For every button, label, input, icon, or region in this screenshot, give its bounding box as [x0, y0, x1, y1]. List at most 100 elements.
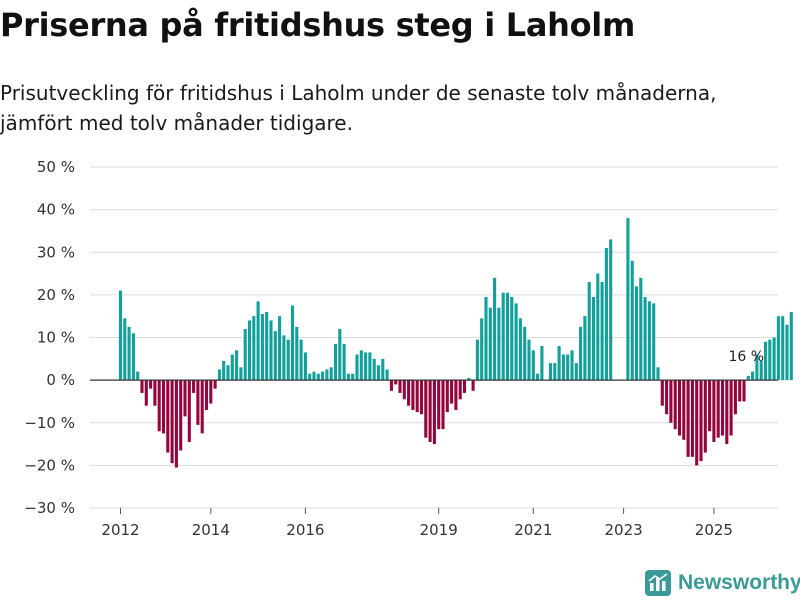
bar: [514, 303, 518, 381]
chart-title: Priserna på fritidshus steg i Laholm: [0, 6, 635, 44]
bar: [419, 380, 424, 415]
bar: [411, 380, 415, 410]
bar: [312, 371, 316, 381]
bar: [372, 358, 376, 381]
bar: [536, 373, 540, 381]
bar: [596, 273, 600, 381]
bar: [118, 290, 123, 381]
bar: [187, 380, 191, 442]
bar: [226, 365, 230, 381]
bar: [604, 247, 608, 381]
y-tick-label: −20 %: [24, 456, 75, 474]
bar: [454, 380, 458, 410]
y-tick-label: 50 %: [37, 158, 75, 176]
bar: [127, 326, 131, 381]
bar: [751, 371, 755, 381]
bar: [497, 307, 501, 381]
bar: [437, 380, 441, 430]
x-tick-label: 2023: [605, 521, 643, 539]
bar: [136, 371, 140, 381]
bar: [217, 369, 221, 381]
bar: [299, 339, 303, 381]
bar: [204, 380, 209, 410]
bar: [364, 352, 368, 381]
bar: [359, 350, 363, 381]
bar: [368, 352, 372, 381]
bar: [484, 297, 488, 381]
bar: [376, 365, 381, 381]
bar: [518, 318, 522, 381]
bar: [738, 380, 742, 402]
gridlines: [90, 166, 778, 509]
y-axis-labels: 50 % 40 % 30 % 20 % 10 % 0 % −10 % −20 % −30 %: [24, 158, 75, 517]
bar: [286, 339, 290, 381]
bar: [746, 375, 750, 381]
bar: [729, 380, 733, 436]
bar: [639, 277, 643, 381]
bar: [695, 380, 699, 466]
bar: [493, 277, 497, 381]
bar: [510, 297, 514, 381]
bar: [501, 292, 505, 381]
bar: [458, 380, 462, 400]
bar: [527, 339, 531, 381]
bar: [222, 360, 226, 381]
bar: [531, 350, 535, 381]
y-tick-label: 20 %: [37, 286, 75, 304]
bar: [686, 380, 690, 457]
bar: [725, 380, 729, 445]
bar: [316, 373, 320, 381]
bar: [609, 239, 613, 381]
bar: [351, 373, 355, 381]
bar: [561, 354, 565, 381]
bar: [682, 380, 686, 440]
bar: [699, 380, 703, 462]
bar: [467, 377, 471, 381]
bar: [579, 326, 583, 381]
bar: [428, 380, 432, 442]
bar: [157, 380, 161, 432]
bar: [690, 380, 694, 457]
bar: [174, 380, 178, 468]
bar: [415, 380, 419, 413]
bar: [213, 380, 217, 389]
last-value-label: 16 %: [729, 349, 765, 365]
bar: [673, 380, 677, 430]
y-tick-label: 0 %: [46, 371, 75, 389]
x-tick-label: 2019: [420, 521, 458, 539]
bar: [733, 380, 737, 415]
bar: [643, 297, 647, 381]
y-tick-label: −30 %: [24, 499, 75, 517]
bar: [273, 331, 277, 381]
bar: [256, 301, 260, 381]
bar: [161, 380, 166, 434]
y-tick-label: 30 %: [37, 243, 75, 261]
x-tick-label: 2012: [101, 521, 139, 539]
bar: [282, 335, 286, 381]
bar: [338, 328, 342, 381]
bar: [480, 318, 484, 381]
bar: [462, 380, 467, 393]
bar: [677, 380, 682, 436]
bar: [776, 316, 780, 381]
bar: [192, 380, 196, 393]
bar: [488, 307, 492, 381]
bar: [200, 380, 204, 434]
bar: [587, 282, 591, 381]
x-tick-label: 2021: [514, 521, 552, 539]
bar: [505, 292, 510, 381]
bar: [235, 350, 239, 381]
bar: [290, 305, 295, 381]
newsworthy-logo-icon: [645, 570, 671, 596]
bar: [720, 380, 725, 436]
bar: [708, 380, 712, 432]
bar: [768, 339, 772, 381]
bar: [742, 380, 746, 402]
x-tick-label: 2014: [192, 521, 230, 539]
bar: [471, 380, 475, 391]
bar: [755, 354, 759, 381]
bar: [432, 380, 436, 445]
y-tick-label: −10 %: [24, 414, 75, 432]
bar: [759, 360, 763, 381]
